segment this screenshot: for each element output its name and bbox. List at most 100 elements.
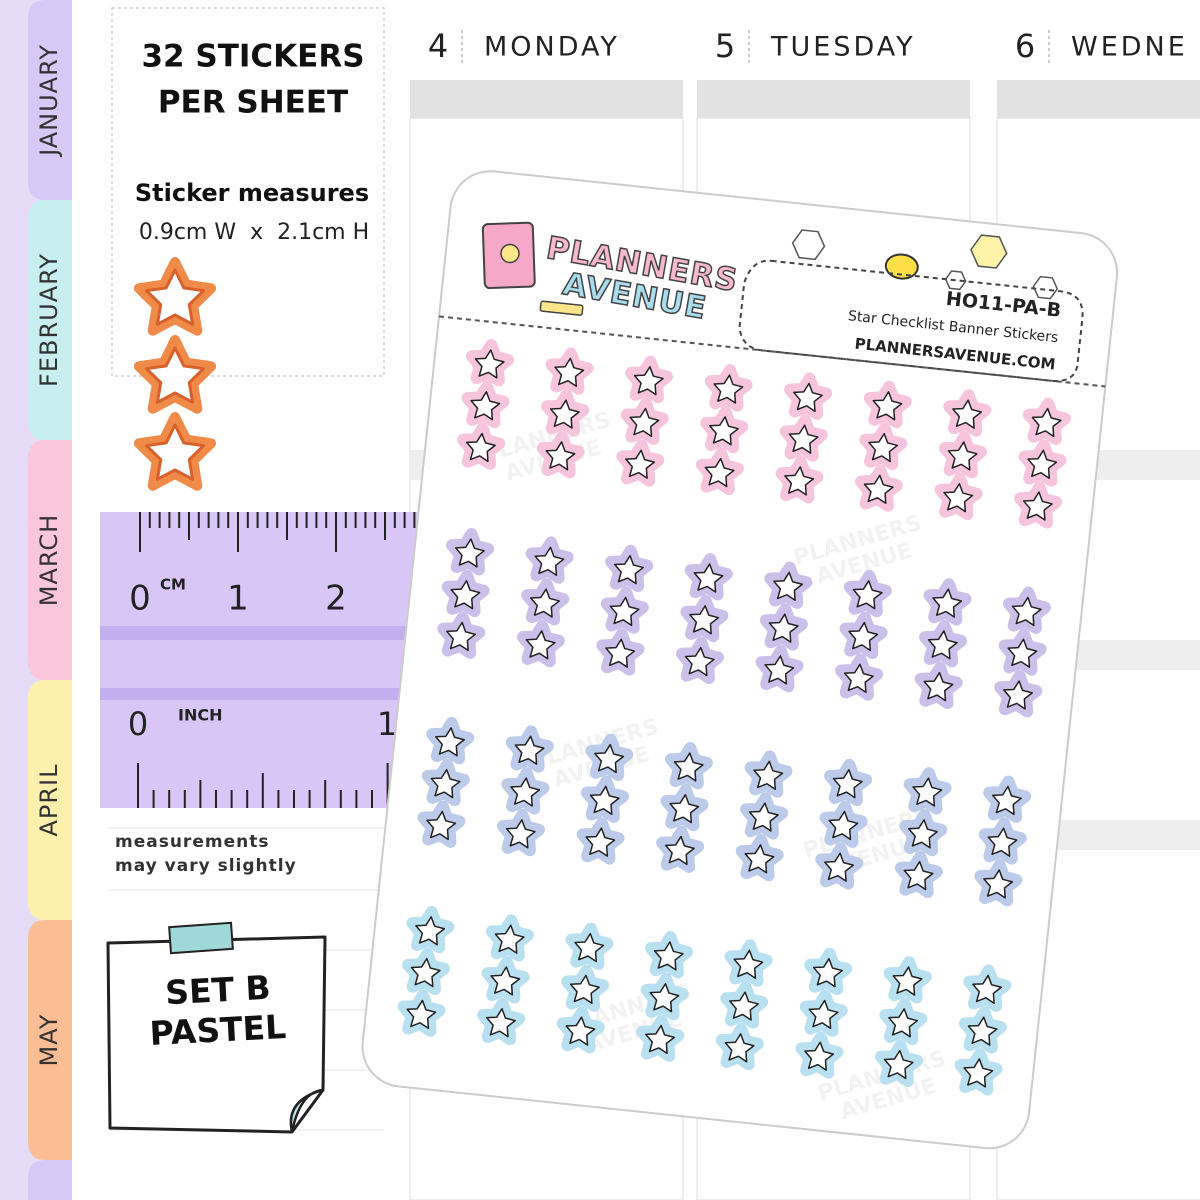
sticker-sheet: PLANNERSAVENUEPLANNERSAVENUEPLANNERSAVEN… — [361, 170, 1119, 1150]
day-header-bar — [997, 80, 1200, 118]
sample-star — [145, 423, 205, 481]
star-sticker — [963, 1058, 994, 1088]
tape — [168, 921, 234, 955]
hexagon — [970, 234, 1008, 269]
star-sticker — [1022, 491, 1053, 521]
month-label: APRIL — [35, 763, 63, 836]
note-line: measurements — [115, 832, 269, 852]
month-label: MARCH — [35, 514, 63, 606]
sticky-note — [106, 935, 327, 1134]
star-sticker — [764, 655, 795, 685]
star-sticker — [693, 563, 724, 593]
day-number: 6 — [1015, 27, 1035, 65]
star-sticker — [927, 630, 958, 660]
month-label: JANUARY — [35, 44, 63, 158]
star-sticker — [653, 941, 684, 971]
star-sticker — [868, 432, 899, 463]
star-sticker — [470, 391, 501, 421]
star-sticker — [689, 605, 720, 635]
bee — [884, 253, 919, 280]
star-sticker — [903, 860, 934, 891]
month-label: FEBRUARY — [35, 253, 63, 387]
hexagon — [1032, 275, 1059, 300]
code-box — [738, 259, 1084, 383]
star-sticker — [530, 588, 560, 618]
day-name: TUESDAY — [770, 32, 916, 63]
pencil — [539, 300, 584, 316]
cm-label: 0 — [129, 579, 151, 619]
star-sticker — [415, 916, 446, 946]
star-sticker — [888, 1008, 919, 1038]
month-tab — [28, 200, 72, 440]
star-sticker — [430, 768, 461, 799]
star-sticker — [549, 399, 580, 429]
sticky-text: SET B — [164, 968, 271, 1012]
sample-star — [145, 346, 205, 404]
star-sticker — [784, 466, 815, 496]
star-sticker — [406, 999, 437, 1030]
star-sticker — [709, 416, 739, 446]
star-sticker — [426, 810, 457, 841]
star-sticker — [932, 588, 963, 618]
logo-sun — [500, 243, 520, 264]
star-sticker — [792, 382, 823, 413]
star-sticker — [574, 932, 605, 963]
star-sticker — [649, 983, 680, 1013]
star-sticker — [410, 957, 441, 988]
star-sticker — [525, 630, 556, 660]
star-sticker — [1007, 638, 1038, 668]
star-sticker — [633, 365, 664, 396]
star-sticker — [947, 441, 978, 471]
star-sticker — [605, 638, 636, 668]
star-sticker — [565, 1016, 596, 1046]
star-sticker — [828, 810, 859, 841]
star-sticker — [824, 852, 854, 882]
star-sticker — [852, 580, 883, 610]
cm-unit: CM — [160, 576, 186, 594]
star-sticker — [645, 1024, 676, 1055]
day-name: MONDAY — [484, 32, 620, 63]
star-sticker — [704, 457, 735, 488]
star-sticker — [510, 777, 541, 807]
star-sticker — [594, 743, 625, 774]
star-sticker — [485, 1008, 516, 1038]
day-name: WEDNE — [1071, 32, 1188, 63]
star-sticker — [614, 554, 644, 585]
star-sticker — [1011, 596, 1042, 627]
star-sticker — [952, 399, 983, 429]
star-sticker — [812, 957, 843, 988]
measure-value: 0.9cm W x 2.1cm H — [139, 220, 369, 245]
star-sticker — [863, 474, 894, 504]
star-sticker — [490, 966, 521, 996]
star-sticker — [1003, 680, 1033, 710]
month-label: MAY — [35, 1014, 63, 1067]
star-sticker — [832, 769, 863, 799]
star-sticker — [912, 777, 943, 807]
star-sticker — [569, 974, 600, 1005]
day-header-bar — [410, 80, 683, 118]
star-sticker — [943, 482, 974, 513]
sticky-text: PASTEL — [149, 1007, 287, 1053]
star-sticker — [585, 827, 616, 857]
star-sticker — [967, 1016, 998, 1046]
month-tab — [28, 1160, 72, 1200]
sample-star — [145, 268, 205, 326]
star-sticker — [545, 441, 576, 471]
star-sticker — [788, 424, 819, 454]
measure-label: Sticker measures — [135, 179, 369, 207]
note-line: may vary slightly — [115, 856, 297, 876]
star-sticker — [907, 819, 938, 849]
cm-label: 1 — [227, 579, 249, 619]
star-sticker — [724, 1033, 755, 1063]
star-sticker — [446, 621, 477, 652]
star-sticker — [848, 621, 879, 652]
star-sticker — [729, 991, 759, 1021]
star-sticker — [883, 1049, 914, 1080]
month-tab — [28, 0, 72, 200]
ruler-band — [100, 626, 465, 640]
star-sticker — [987, 827, 1018, 857]
star-sticker — [983, 869, 1014, 899]
star-sticker — [465, 432, 496, 463]
info-title: PER SHEET — [158, 85, 348, 121]
